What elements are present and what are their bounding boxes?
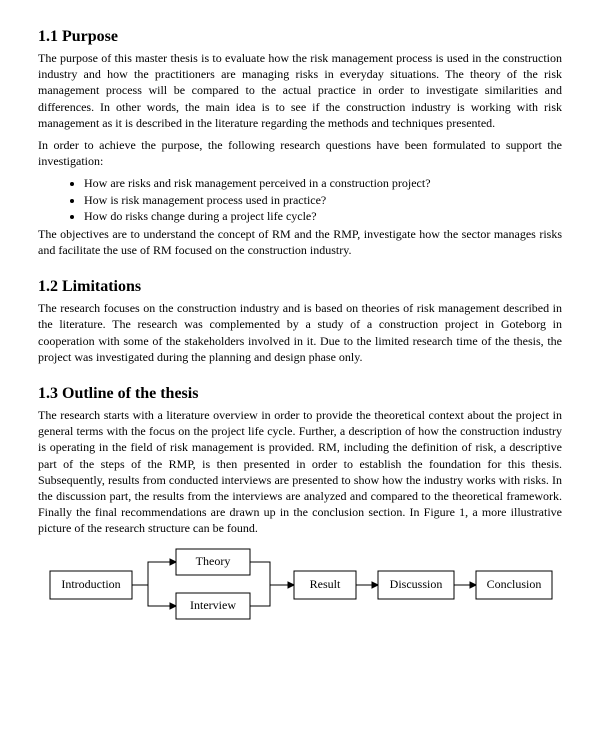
heading-outline: 1.3 Outline of the thesis — [38, 385, 562, 403]
heading-purpose: 1.1 Purpose — [38, 28, 562, 46]
svg-text:Discussion: Discussion — [390, 576, 443, 590]
list-item: How are risks and risk management percei… — [84, 175, 562, 191]
limitations-paragraph: The research focuses on the construction… — [38, 300, 562, 365]
document-page: 1.1 Purpose The purpose of this master t… — [0, 0, 600, 645]
list-item: How do risks change during a project lif… — [84, 208, 562, 224]
svg-text:Conclusion: Conclusion — [487, 576, 542, 590]
svg-text:Introduction: Introduction — [61, 576, 120, 590]
svg-text:Result: Result — [310, 576, 341, 590]
svg-text:Theory: Theory — [196, 553, 231, 567]
outline-paragraph: The research starts with a literature ov… — [38, 407, 562, 537]
heading-limitations: 1.2 Limitations — [38, 278, 562, 296]
purpose-paragraph-2: In order to achieve the purpose, the fol… — [38, 137, 562, 169]
list-item: How is risk management process used in p… — [84, 192, 562, 208]
svg-text:Interview: Interview — [190, 597, 236, 611]
purpose-bullet-list: How are risks and risk management percei… — [38, 175, 562, 224]
purpose-paragraph-1: The purpose of this master thesis is to … — [38, 50, 562, 131]
research-structure-flowchart: Introduction Theory Interview Result Discuss… — [38, 545, 562, 625]
purpose-paragraph-3: The objectives are to understand the con… — [38, 226, 562, 258]
